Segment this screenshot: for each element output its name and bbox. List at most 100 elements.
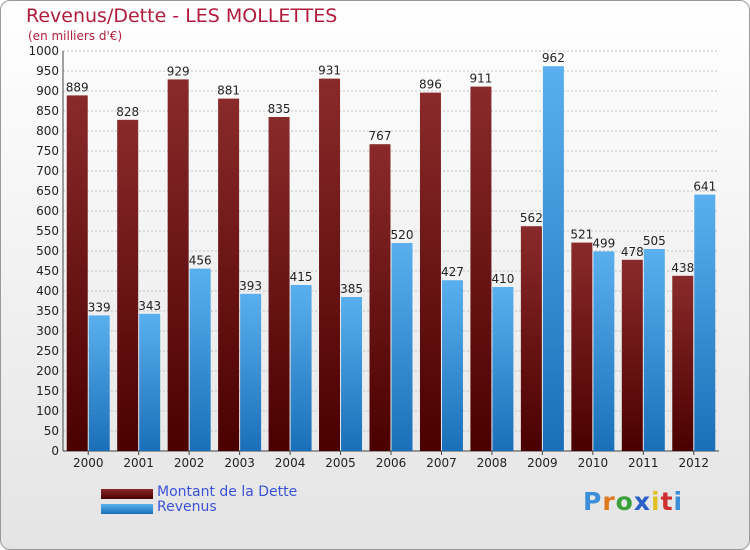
data-label-revenus: 641 — [693, 180, 716, 194]
bar-dette — [571, 242, 593, 451]
data-label-dette: 562 — [520, 211, 543, 225]
data-label-revenus: 962 — [542, 51, 565, 65]
bar-revenus — [189, 268, 211, 451]
data-label-dette: 911 — [469, 72, 492, 86]
logo-letter: i — [673, 487, 684, 516]
x-tick-label: 2007 — [426, 456, 457, 470]
chart-subtitle: (en milliers d'€) — [28, 29, 123, 43]
legend-swatch-dette — [101, 489, 153, 499]
logo-letter: t — [660, 487, 674, 516]
data-label-dette: 478 — [621, 245, 644, 259]
bar-dette — [268, 117, 290, 451]
bar-dette — [66, 95, 88, 452]
logo-letter: P — [583, 487, 603, 516]
bar-dette — [470, 86, 492, 451]
y-tick-label: 700 — [36, 164, 59, 178]
bar-dette — [672, 275, 694, 451]
y-tick-label: 500 — [36, 244, 59, 258]
bar-revenus — [139, 313, 161, 451]
legend-label-dette: Montant de la Dette — [157, 484, 298, 500]
chart-title: Revenus/Dette - LES MOLLETTES — [26, 5, 338, 27]
x-tick-label: 2012 — [678, 456, 709, 470]
y-tick-label: 950 — [36, 64, 59, 78]
x-tick-label: 2006 — [376, 456, 407, 470]
bar-dette — [369, 144, 391, 451]
y-tick-label: 900 — [36, 84, 59, 98]
y-tick-label: 600 — [36, 204, 59, 218]
y-tick-label: 850 — [36, 104, 59, 118]
data-label-dette: 889 — [66, 80, 89, 94]
data-label-dette: 896 — [419, 78, 442, 92]
bar-revenus — [643, 249, 665, 451]
x-tick-label: 2009 — [527, 456, 558, 470]
bar-revenus — [694, 194, 716, 451]
bar-dette — [167, 79, 189, 452]
x-tick-label: 2002 — [174, 456, 205, 470]
x-tick-label: 2001 — [123, 456, 154, 470]
data-label-revenus: 415 — [290, 270, 313, 284]
data-label-dette: 521 — [570, 228, 593, 242]
data-label-revenus: 339 — [88, 300, 111, 314]
y-tick-label: 350 — [36, 304, 59, 318]
y-tick-label: 300 — [36, 324, 59, 338]
x-tick-label: 2004 — [275, 456, 306, 470]
proxiti-logo: Proxiti — [583, 487, 683, 516]
y-tick-label: 550 — [36, 224, 59, 238]
legend-swatch-revenus — [101, 504, 153, 514]
bar-dette — [117, 119, 139, 452]
data-label-revenus: 520 — [391, 228, 414, 242]
bar-revenus — [441, 280, 463, 451]
data-label-revenus: 499 — [592, 236, 615, 250]
bar-revenus — [240, 293, 262, 451]
x-tick-label: 2010 — [578, 456, 609, 470]
y-tick-label: 750 — [36, 144, 59, 158]
x-tick-label: 2003 — [224, 456, 255, 470]
y-tick-label: 50 — [44, 424, 59, 438]
bar-revenus — [88, 315, 110, 451]
data-label-revenus: 385 — [340, 282, 363, 296]
y-tick-label: 650 — [36, 184, 59, 198]
data-label-dette: 767 — [369, 129, 392, 143]
y-tick-label: 400 — [36, 284, 59, 298]
x-tick-label: 2000 — [73, 456, 104, 470]
y-tick-label: 450 — [36, 264, 59, 278]
bar-revenus — [492, 287, 514, 451]
y-tick-label: 800 — [36, 124, 59, 138]
x-tick-label: 2011 — [628, 456, 659, 470]
data-label-revenus: 410 — [491, 272, 514, 286]
x-tick-label: 2008 — [477, 456, 508, 470]
bar-dette — [319, 78, 341, 451]
data-label-dette: 835 — [268, 102, 291, 116]
bar-dette — [621, 259, 643, 451]
y-tick-label: 0 — [51, 444, 59, 458]
data-label-revenus: 427 — [441, 265, 464, 279]
y-tick-label: 1000 — [28, 44, 59, 58]
bar-revenus — [593, 251, 615, 451]
bar-revenus — [341, 297, 363, 451]
data-label-dette: 931 — [318, 64, 341, 78]
y-tick-label: 150 — [36, 384, 59, 398]
logo-letter: i — [651, 487, 661, 516]
data-label-revenus: 456 — [189, 254, 212, 268]
data-label-dette: 929 — [167, 64, 190, 78]
bar-revenus — [542, 66, 564, 451]
legend-label-revenus: Revenus — [157, 499, 217, 515]
bar-revenus — [290, 285, 312, 451]
y-tick-label: 100 — [36, 404, 59, 418]
data-label-revenus: 505 — [643, 234, 666, 248]
logo-letter: r — [602, 487, 616, 516]
data-label-dette: 881 — [217, 84, 240, 98]
y-tick-label: 200 — [36, 364, 59, 378]
logo-letter: x — [633, 487, 651, 516]
bar-revenus — [391, 243, 413, 451]
data-label-dette: 438 — [671, 261, 694, 275]
x-tick-label: 2005 — [325, 456, 356, 470]
data-label-revenus: 343 — [138, 299, 161, 313]
y-tick-label: 250 — [36, 344, 59, 358]
bar-dette — [218, 98, 240, 451]
logo-letter: o — [615, 487, 634, 516]
data-label-dette: 828 — [116, 105, 139, 119]
bar-dette — [520, 226, 542, 451]
